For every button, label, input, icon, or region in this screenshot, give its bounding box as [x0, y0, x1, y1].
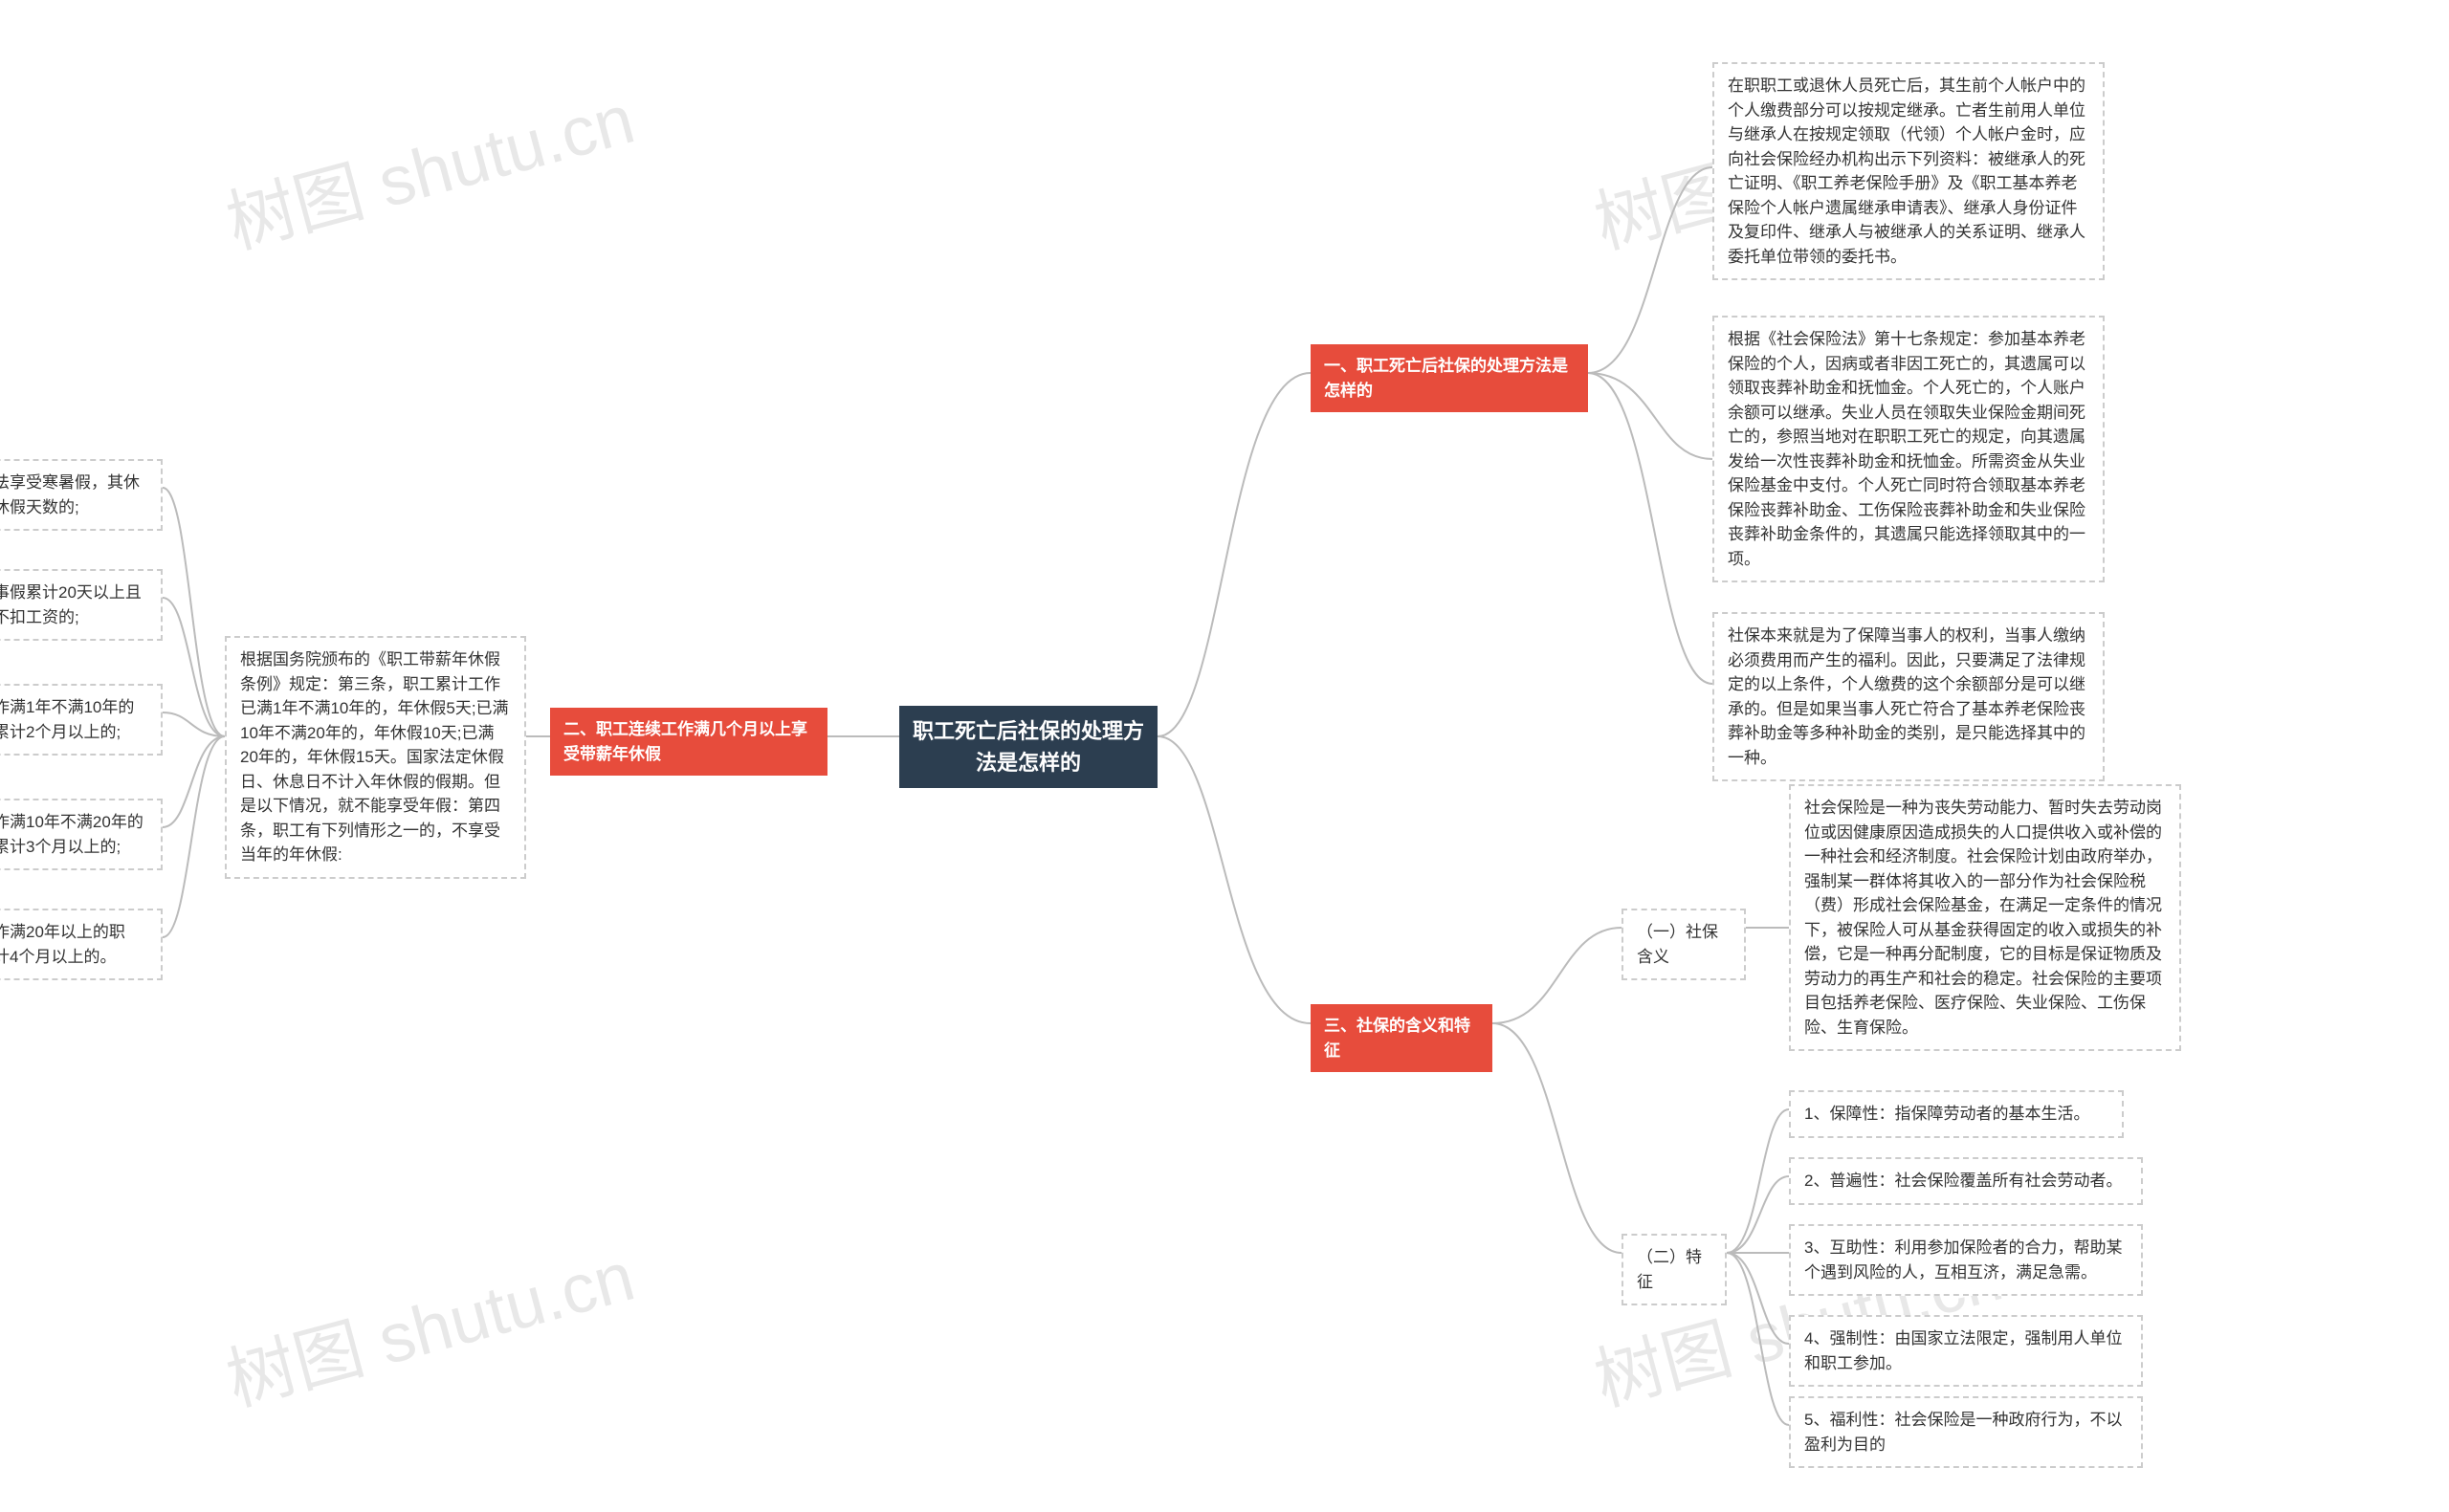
- branch1-node: 一、职工死亡后社保的处理方法是 怎样的: [1311, 344, 1588, 412]
- branch3-sub1-label: （一）社保含义: [1622, 909, 1746, 980]
- branch2-leaf3: （三）累计工作满1年不满10年的职工，请病假累计2个月以上的;: [0, 684, 163, 756]
- branch2-leaf4: （四）累计工作满10年不满20年的职工，请病假累计3个月以上的;: [0, 799, 163, 870]
- branch3-node: 三、社保的含义和特征: [1311, 1004, 1492, 1072]
- center-line1: 职工死亡后社保的处理方: [913, 719, 1144, 743]
- branch3-sub2-item1: 1、保障性：指保障劳动者的基本生活。: [1789, 1090, 2124, 1138]
- branch1-line2: 怎样的: [1324, 382, 1373, 400]
- branch2-leaf1: （一）职工依法享受寒暑假，其休假天数多于年休假天数的;: [0, 459, 163, 531]
- watermark: 树图 shutu.cn: [214, 62, 644, 267]
- branch2-line1: 二、职工连续工作满几个月以上享: [563, 720, 807, 738]
- branch1-leaf1: 在职职工或退休人员死亡后，其生前个人帐户中的个人缴费部分可以按规定继承。亡者生前…: [1712, 62, 2105, 280]
- branch3-sub2-item5: 5、福利性：社会保险是一种政府行为，不以盈利为目的: [1789, 1396, 2143, 1468]
- branch2-leaf2: （二）职工请事假累计20天以上且单位按照规定不扣工资的;: [0, 569, 163, 641]
- center-line2: 法是怎样的: [976, 751, 1081, 775]
- watermark: 树图 shutu.cn: [214, 1219, 644, 1424]
- branch2-leaf5: （五）累计工作满20年以上的职工，请病假累计4个月以上的。: [0, 909, 163, 980]
- branch3-sub2-item3: 3、互助性：利用参加保险者的合力，帮助某个遇到风险的人，互相互济，满足急需。: [1789, 1224, 2143, 1296]
- branch3-sub2-label: （二）特征: [1622, 1234, 1727, 1305]
- branch1-leaf2: 根据《社会保险法》第十七条规定：参加基本养老保险的个人，因病或者非因工死亡的，其…: [1712, 316, 2105, 582]
- branch3-sub1-text: 社会保险是一种为丧失劳动能力、暂时失去劳动岗位或因健康原因造成损失的人口提供收入…: [1789, 784, 2181, 1051]
- branch3-sub2-item4: 4、强制性：由国家立法限定，强制用人单位和职工参加。: [1789, 1315, 2143, 1387]
- branch2-intro: 根据国务院颁布的《职工带薪年休假条例》规定：第三条，职工累计工作已满1年不满10…: [225, 636, 526, 879]
- center-node: 职工死亡后社保的处理方 法是怎样的: [899, 706, 1158, 788]
- branch2-node: 二、职工连续工作满几个月以上享 受带薪年休假: [550, 708, 827, 776]
- branch1-leaf3: 社保本来就是为了保障当事人的权利，当事人缴纳必须费用而产生的福利。因此，只要满足…: [1712, 612, 2105, 781]
- branch1-line1: 一、职工死亡后社保的处理方法是: [1324, 357, 1568, 375]
- branch3-sub2-item2: 2、普遍性：社会保险覆盖所有社会劳动者。: [1789, 1157, 2143, 1205]
- branch2-line2: 受带薪年休假: [563, 745, 661, 763]
